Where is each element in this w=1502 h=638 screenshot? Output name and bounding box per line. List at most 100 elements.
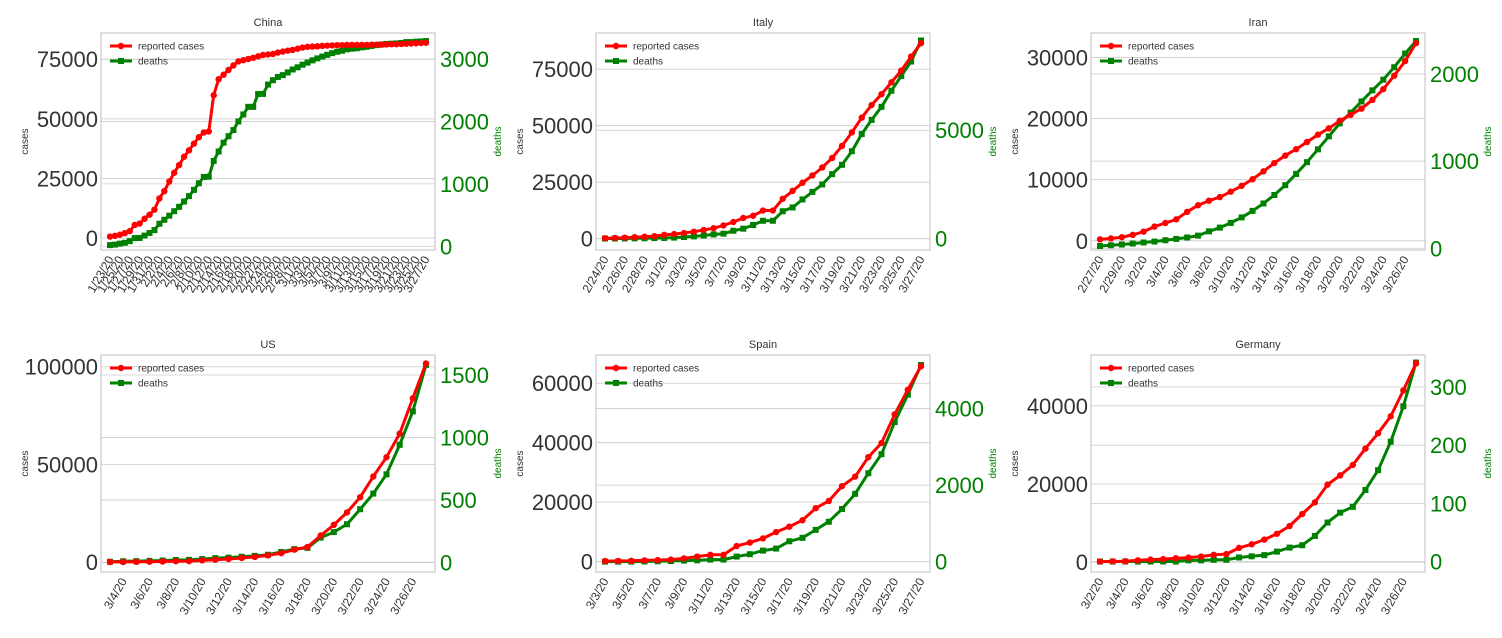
data-point-cases [1349,461,1357,469]
data-point-cases [1358,105,1365,112]
chart-panel-us: US 0 50000 100000 0 500 1000 1500 cases deaths 3/4… [20,339,504,617]
data-point-cases [1173,216,1180,223]
data-point-cases [1118,234,1125,241]
data-point-deaths [779,208,786,215]
data-point-deaths [681,234,687,241]
data-point-cases [249,54,257,61]
plot-area [1091,33,1425,250]
data-point-deaths [720,556,727,563]
data-point-cases [1107,235,1115,242]
data-point-cases [284,47,291,54]
data-point-cases [175,161,183,169]
data-point-deaths [126,238,133,245]
data-point-deaths [868,116,875,123]
data-point-cases [185,557,193,565]
data-point-cases [368,41,375,48]
data-point-cases [251,553,259,561]
data-point-cases [812,504,819,512]
data-point-cases [225,555,232,563]
data-point-cases [319,42,326,50]
data-point-cases [156,195,163,202]
data-point-deaths [760,547,766,554]
data-point-cases [393,41,400,48]
y-tick-label-right: 0 [1430,236,1442,261]
y-tick-label-left: 50000 [37,107,98,132]
data-point-cases [1223,550,1230,558]
data-point-cases [865,453,872,461]
data-point-cases [1248,541,1255,548]
legend-marker-cases [1107,42,1115,50]
data-point-deaths [353,45,360,52]
data-point-deaths [161,216,168,223]
data-point-cases [631,234,638,241]
data-point-deaths [746,551,753,558]
data-point-cases [759,207,767,214]
data-point-cases [254,53,262,60]
data-point-deaths [1391,64,1398,71]
data-point-deaths [1380,76,1387,83]
data-point-cases [667,556,675,563]
data-point-deaths [314,55,321,62]
data-point-cases [1151,223,1158,230]
data-point-cases [172,558,180,565]
data-point-deaths [225,133,232,140]
data-point-deaths [304,59,311,66]
data-point-cases [641,557,648,564]
data-point-cases [195,134,203,141]
data-point-deaths [176,203,183,210]
data-point-deaths [799,534,806,541]
data-point-cases [661,231,668,239]
legend-marker-cases [612,42,620,50]
data-point-cases [1325,125,1333,132]
data-point-cases [710,225,717,232]
data-point-deaths [329,50,336,57]
y-tick-label-left: 100000 [25,355,98,380]
y-tick-label-right: 1500 [440,363,489,388]
data-point-deaths [357,506,364,513]
data-point-deaths [205,173,212,180]
y-tick-label-right: 0 [1430,550,1442,575]
legend-label-deaths: deaths [1128,57,1158,68]
data-point-cases [1412,39,1420,47]
data-point-cases [641,233,648,240]
data-point-cases [1314,131,1322,138]
x-tick-label: 3/4/20 [1103,575,1132,611]
y-tick-label-right: 2000 [440,110,489,135]
data-point-cases [891,411,898,418]
y-tick-label-left: 30000 [1027,45,1088,70]
data-point-cases [121,229,129,237]
y-tick-label-left: 60000 [532,371,593,396]
y-axis-label-left: cases [515,450,526,476]
data-point-deaths [1249,207,1256,214]
data-point-cases [898,67,905,74]
data-point-cases [422,39,430,46]
data-point-deaths [1238,214,1245,221]
legend: reported cases deaths [1100,42,1194,68]
data-point-cases [740,214,747,222]
data-point-cases [348,41,356,49]
x-tick-label: 3/2/20 [1078,575,1107,611]
data-point-deaths [786,538,793,545]
data-point-cases [356,493,364,501]
data-point-deaths [245,103,252,110]
data-point-cases [868,101,875,109]
data-point-deaths [750,222,757,229]
data-point-deaths [908,58,915,65]
data-point-cases [240,56,247,64]
data-point-cases [1369,96,1376,104]
data-point-deaths [156,220,163,227]
data-point-cases [338,41,346,49]
plot-frame [1090,354,1426,573]
data-point-cases [1096,558,1104,565]
data-point-cases [799,179,806,186]
data-point-deaths [773,545,780,552]
data-point-deaths [396,441,403,448]
plot-frame [100,32,436,251]
data-point-deaths [116,240,123,247]
data-point-deaths [330,529,337,536]
data-point-cases [670,230,678,238]
y-axis-label-left: cases [515,128,526,154]
plot-frame [595,32,931,251]
data-point-deaths [1216,224,1223,231]
data-point-cases [328,42,336,49]
